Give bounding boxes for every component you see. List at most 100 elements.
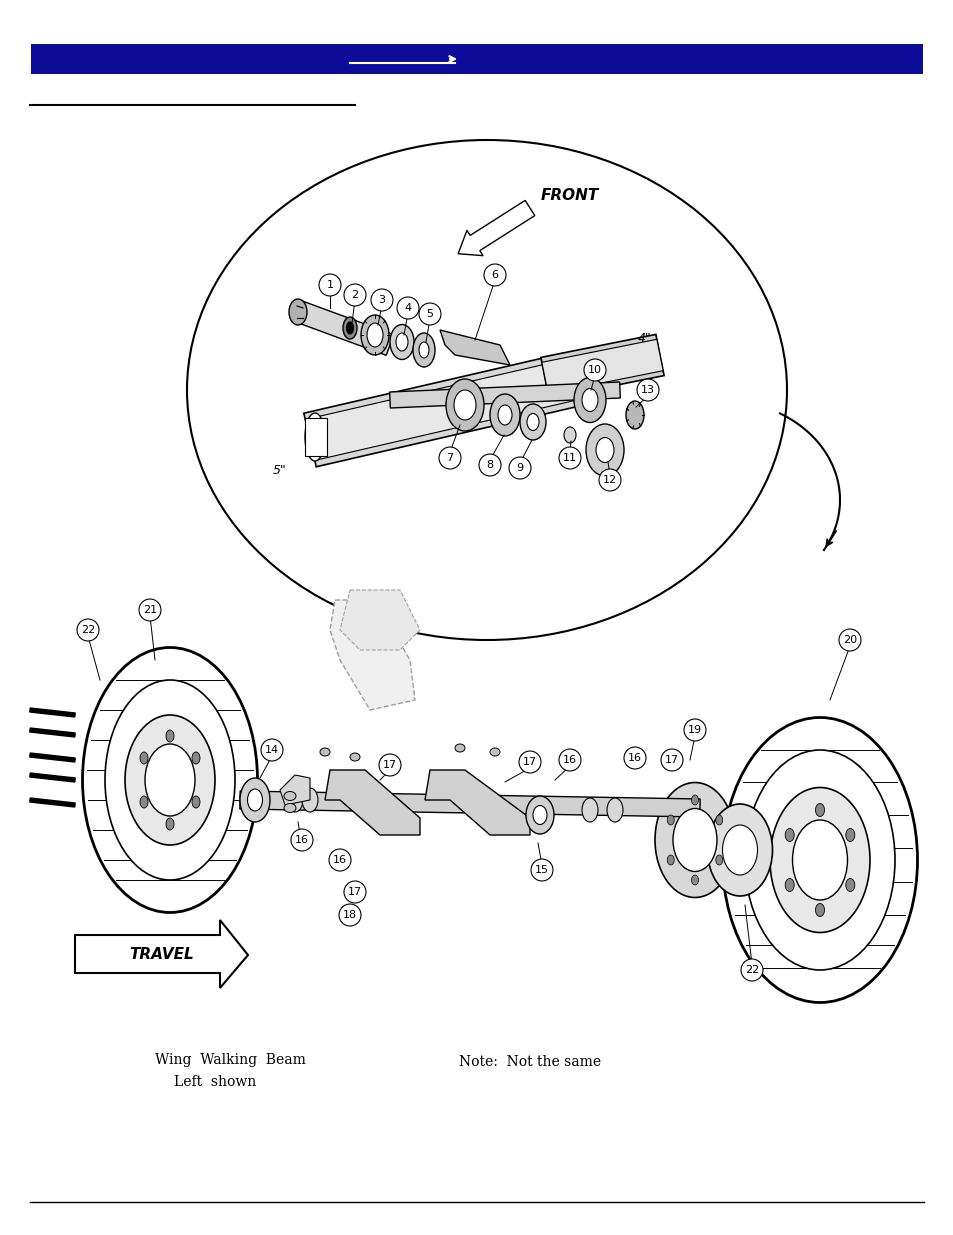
Ellipse shape xyxy=(145,743,194,816)
Polygon shape xyxy=(75,920,248,988)
Ellipse shape xyxy=(606,798,622,823)
Ellipse shape xyxy=(519,404,545,440)
Text: 17: 17 xyxy=(664,755,679,764)
Ellipse shape xyxy=(585,424,623,475)
Polygon shape xyxy=(424,769,530,835)
Ellipse shape xyxy=(715,855,722,864)
Text: 4": 4" xyxy=(638,331,651,345)
Text: 11: 11 xyxy=(562,453,577,463)
Circle shape xyxy=(598,469,620,492)
Polygon shape xyxy=(339,590,419,650)
Circle shape xyxy=(623,747,645,769)
Circle shape xyxy=(378,755,400,776)
Ellipse shape xyxy=(82,647,257,913)
Ellipse shape xyxy=(581,389,598,411)
Ellipse shape xyxy=(302,788,317,811)
Circle shape xyxy=(77,619,99,641)
Ellipse shape xyxy=(666,855,674,864)
Text: 17: 17 xyxy=(382,760,396,769)
Ellipse shape xyxy=(490,394,519,436)
Text: 9: 9 xyxy=(516,463,523,473)
Text: Wing  Walking  Beam: Wing Walking Beam xyxy=(154,1053,305,1067)
Text: 7: 7 xyxy=(446,453,453,463)
Text: 10: 10 xyxy=(587,366,601,375)
Polygon shape xyxy=(30,727,75,737)
Circle shape xyxy=(558,447,580,469)
Text: 3: 3 xyxy=(378,295,385,305)
Circle shape xyxy=(660,748,682,771)
Ellipse shape xyxy=(845,829,854,841)
Ellipse shape xyxy=(319,748,330,756)
Ellipse shape xyxy=(140,797,148,808)
Ellipse shape xyxy=(721,718,917,1003)
Ellipse shape xyxy=(350,753,359,761)
Circle shape xyxy=(838,629,861,651)
Text: 17: 17 xyxy=(348,887,362,897)
Ellipse shape xyxy=(289,299,307,325)
Text: FRONT: FRONT xyxy=(540,188,598,203)
Text: 16: 16 xyxy=(562,755,577,764)
Circle shape xyxy=(291,829,313,851)
Text: 16: 16 xyxy=(333,855,347,864)
Ellipse shape xyxy=(390,325,414,359)
Polygon shape xyxy=(541,340,662,394)
Text: 1: 1 xyxy=(326,280,334,290)
Circle shape xyxy=(418,303,440,325)
Circle shape xyxy=(637,379,659,401)
Bar xyxy=(305,417,327,456)
Text: 22: 22 xyxy=(744,965,759,974)
Circle shape xyxy=(583,359,605,382)
Circle shape xyxy=(683,719,705,741)
Polygon shape xyxy=(305,359,574,461)
Text: 18: 18 xyxy=(342,910,356,920)
Text: 22: 22 xyxy=(81,625,95,635)
Ellipse shape xyxy=(691,795,698,805)
Ellipse shape xyxy=(140,752,148,764)
Ellipse shape xyxy=(691,876,698,885)
Ellipse shape xyxy=(166,818,173,830)
Ellipse shape xyxy=(744,750,894,969)
Ellipse shape xyxy=(284,792,295,800)
Circle shape xyxy=(338,904,360,926)
Text: Left  shown: Left shown xyxy=(173,1074,255,1089)
Polygon shape xyxy=(540,335,663,399)
Circle shape xyxy=(329,848,351,871)
Ellipse shape xyxy=(346,322,354,333)
Polygon shape xyxy=(30,708,75,718)
Text: 6: 6 xyxy=(491,270,498,280)
Polygon shape xyxy=(291,300,394,356)
Circle shape xyxy=(371,289,393,311)
Ellipse shape xyxy=(454,390,476,420)
Text: 4: 4 xyxy=(404,303,411,312)
Circle shape xyxy=(261,739,283,761)
Ellipse shape xyxy=(284,804,295,813)
Text: 8: 8 xyxy=(486,459,493,471)
Ellipse shape xyxy=(525,797,554,834)
Ellipse shape xyxy=(533,805,546,825)
Text: 12: 12 xyxy=(602,475,617,485)
Text: 13: 13 xyxy=(640,385,655,395)
Ellipse shape xyxy=(784,878,793,892)
Polygon shape xyxy=(330,600,415,710)
Ellipse shape xyxy=(305,412,325,461)
Ellipse shape xyxy=(672,809,717,872)
Text: TRAVEL: TRAVEL xyxy=(130,947,194,962)
Ellipse shape xyxy=(247,789,262,811)
Ellipse shape xyxy=(287,788,303,811)
Ellipse shape xyxy=(105,680,234,881)
Ellipse shape xyxy=(413,333,435,367)
Bar xyxy=(30,44,923,74)
Ellipse shape xyxy=(596,437,614,462)
Ellipse shape xyxy=(769,788,869,932)
Polygon shape xyxy=(30,773,75,782)
Ellipse shape xyxy=(192,797,200,808)
Ellipse shape xyxy=(187,140,786,640)
Ellipse shape xyxy=(792,820,846,900)
Circle shape xyxy=(438,447,460,469)
Circle shape xyxy=(344,284,366,306)
Ellipse shape xyxy=(360,315,389,354)
Circle shape xyxy=(344,881,366,903)
Ellipse shape xyxy=(446,379,483,431)
Circle shape xyxy=(509,457,531,479)
Polygon shape xyxy=(389,382,619,408)
